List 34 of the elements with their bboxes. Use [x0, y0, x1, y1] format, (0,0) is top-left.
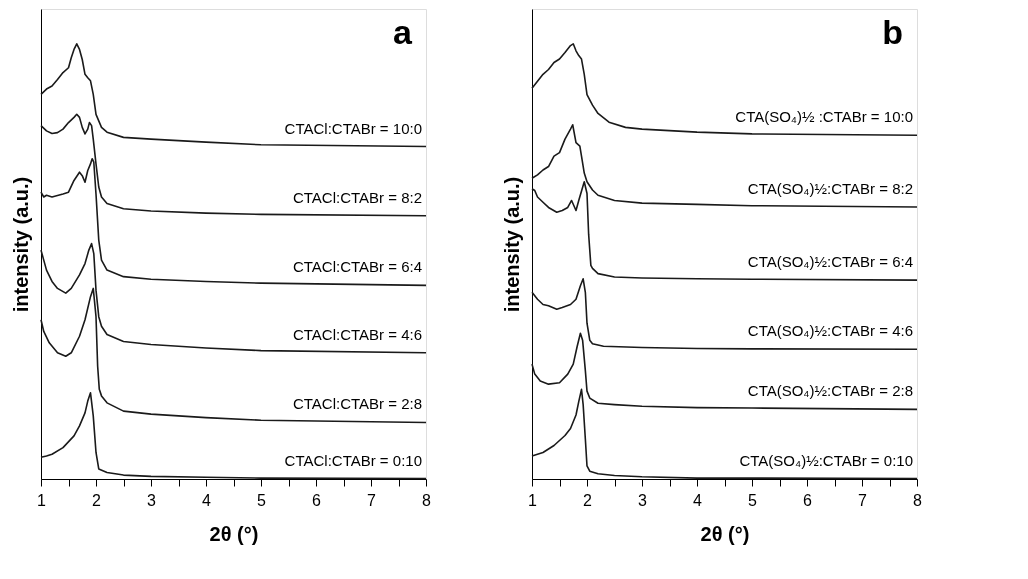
- x-tick-label: 5: [257, 491, 267, 509]
- annotation: a: [393, 13, 414, 51]
- series-label: CTA(SO₄)½:CTABr = 0:10: [739, 451, 913, 469]
- series-label: CTA(SO₄)½:CTABr = 8:2: [747, 180, 913, 198]
- x-tick-label: 4: [693, 491, 703, 509]
- x-tick-label: 4: [202, 491, 212, 509]
- series-label: CTA(SO₄)½:CTABr = 4:6: [747, 322, 913, 340]
- x-axis-title: 2θ (°): [700, 522, 750, 545]
- x-axis-title: 2θ (°): [209, 522, 259, 545]
- x-tick-label: 3: [147, 491, 157, 509]
- x-tick-label: 5: [748, 491, 758, 509]
- x-tick-label: 1: [37, 491, 47, 509]
- series-label: CTACl:CTABr = 2:8: [292, 395, 422, 413]
- series-label: CTA(SO₄)½:CTABr = 6:4: [747, 253, 913, 271]
- x-tick-label: 1: [528, 491, 538, 509]
- x-tick-label: 2: [92, 491, 102, 509]
- series-label: CTACl:CTABr = 0:10: [284, 451, 422, 469]
- x-tick-label: 7: [367, 491, 377, 509]
- annotation: b: [882, 13, 903, 51]
- x-tick-label: 6: [803, 491, 813, 509]
- series-label: CTA(SO₄)½:CTABr = 2:8: [747, 382, 913, 400]
- series-label: CTACl:CTABr = 8:2: [292, 188, 422, 206]
- x-tick-label: 7: [858, 491, 868, 509]
- series-label: CTA(SO₄)½ :CTABr = 10:0: [735, 108, 913, 126]
- series-label: CTACl:CTABr = 6:4: [292, 258, 422, 276]
- x-tick-label: 6: [312, 491, 322, 509]
- y-axis-title: intensity (a.u.): [500, 176, 523, 313]
- x-tick-label: 3: [638, 491, 648, 509]
- series-label: CTACl:CTABr = 10:0: [284, 119, 422, 137]
- x-tick-label: 2: [583, 491, 593, 509]
- x-tick-label: 8: [913, 491, 923, 509]
- y-axis-title: intensity (a.u.): [9, 176, 32, 313]
- x-tick-label: 8: [422, 491, 432, 509]
- series-label: CTACl:CTABr = 4:6: [292, 325, 422, 343]
